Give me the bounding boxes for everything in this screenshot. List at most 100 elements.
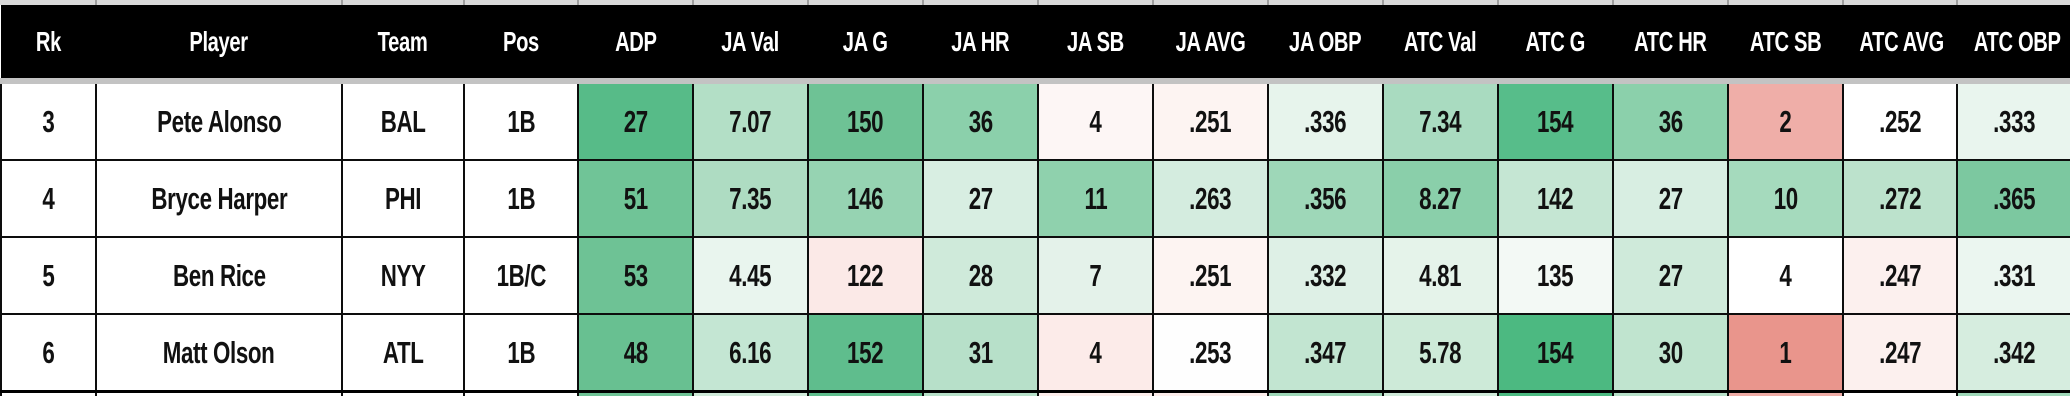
cell-atc-hr[interactable]: 36 <box>1612 80 1729 161</box>
cell-atc-g[interactable]: 135 <box>1497 236 1614 315</box>
cell-atc-obp[interactable]: .333 <box>1956 80 2070 161</box>
cell-pos[interactable]: 1B <box>463 80 579 161</box>
gridline-tick <box>463 0 465 5</box>
header-cell-ja-g[interactable]: JA G <box>808 5 923 84</box>
header-cell-pos[interactable]: Pos <box>464 5 578 84</box>
cell-ja-g[interactable]: 122 <box>807 236 924 315</box>
cell-ja-avg[interactable]: .263 <box>1152 159 1269 238</box>
cell-value: NYY <box>380 257 426 293</box>
cell-rk[interactable]: 6 <box>0 313 97 393</box>
cell-atc-g[interactable]: 154 <box>1497 80 1614 161</box>
cell-atc-obp[interactable]: .331 <box>1956 236 2070 315</box>
cell-ja-sb[interactable]: 4 <box>1037 80 1154 161</box>
cell-ja-sb[interactable]: 4 <box>1037 313 1154 393</box>
header-cell-rk[interactable]: Rk <box>1 5 96 84</box>
cell-value: 36 <box>1658 103 1683 139</box>
cell-atc-hr[interactable]: 27 <box>1612 159 1729 238</box>
cell-value: 142 <box>1537 180 1574 216</box>
cell-atc-g[interactable]: 142 <box>1497 159 1614 238</box>
cell-adp[interactable]: 27 <box>577 80 694 161</box>
cell-atc-hr[interactable]: 27 <box>1612 236 1729 315</box>
cell-atc-obp[interactable]: .365 <box>1956 159 2070 238</box>
header-label: Pos <box>503 25 539 57</box>
cell-pos[interactable]: 1B <box>463 313 579 393</box>
cell-ja-g[interactable]: 146 <box>807 159 924 238</box>
cell-adp[interactable]: 51 <box>577 159 694 238</box>
cell-ja-sb[interactable]: 7 <box>1037 236 1154 315</box>
cell-atc-avg[interactable]: .252 <box>1842 80 1958 161</box>
cell-adp[interactable]: 53 <box>577 236 694 315</box>
header-cell-atc-hr[interactable]: ATC HR <box>1613 5 1728 84</box>
cell-atc-sb[interactable]: 1 <box>1727 313 1844 393</box>
cell-ja-avg[interactable]: .251 <box>1152 236 1269 315</box>
header-cell-ja-hr[interactable]: JA HR <box>923 5 1038 84</box>
cell-atc-val[interactable]: 5.78 <box>1382 313 1499 393</box>
cell-rk[interactable]: 5 <box>0 236 97 315</box>
cell-ja-val[interactable]: 7.35 <box>692 159 809 238</box>
cell-ja-avg[interactable]: .251 <box>1152 80 1269 161</box>
header-cell-atc-g[interactable]: ATC G <box>1498 5 1613 84</box>
cell-ja-obp[interactable]: .336 <box>1267 80 1384 161</box>
cell-ja-obp[interactable]: .332 <box>1267 236 1384 315</box>
cell-value: Bryce Harper <box>151 180 287 216</box>
header-cell-ja-sb[interactable]: JA SB <box>1038 5 1153 84</box>
cell-atc-hr[interactable]: 30 <box>1612 313 1729 393</box>
header-cell-atc-avg[interactable]: ATC AVG <box>1843 5 1957 84</box>
cell-atc-obp[interactable]: .342 <box>1956 313 2070 393</box>
cell-value: .336 <box>1304 103 1347 139</box>
cell-ja-obp[interactable]: .356 <box>1267 159 1384 238</box>
cell-player[interactable]: Matt Olson <box>95 313 343 393</box>
cell-ja-obp[interactable]: .347 <box>1267 313 1384 393</box>
cell-player[interactable]: Ben Rice <box>95 236 343 315</box>
header-cell-team[interactable]: Team <box>342 5 464 84</box>
header-label: JA SB <box>1067 25 1124 57</box>
cell-ja-avg[interactable]: .253 <box>1152 313 1269 393</box>
cell-ja-sb[interactable]: 11 <box>1037 159 1154 238</box>
cell-ja-hr[interactable]: 36 <box>922 80 1039 161</box>
gridline-tick <box>1612 0 1614 5</box>
cell-atc-avg[interactable]: .247 <box>1842 313 1958 393</box>
cell-atc-val[interactable]: 4.81 <box>1382 236 1499 315</box>
peek-cell <box>1267 390 1384 396</box>
header-cell-atc-sb[interactable]: ATC SB <box>1728 5 1843 84</box>
cell-ja-val[interactable]: 6.16 <box>692 313 809 393</box>
cell-ja-val[interactable]: 4.45 <box>692 236 809 315</box>
cell-team[interactable]: PHI <box>341 159 465 238</box>
cell-value: PHI <box>384 180 422 216</box>
cell-team[interactable]: BAL <box>341 80 465 161</box>
cell-rk[interactable]: 4 <box>0 159 97 238</box>
cell-player[interactable]: Bryce Harper <box>95 159 343 238</box>
cell-team[interactable]: NYY <box>341 236 465 315</box>
cell-pos[interactable]: 1B/C <box>463 236 579 315</box>
cell-ja-g[interactable]: 152 <box>807 313 924 393</box>
cell-rk[interactable]: 3 <box>0 80 97 161</box>
cell-atc-val[interactable]: 8.27 <box>1382 159 1499 238</box>
header-cell-ja-obp[interactable]: JA OBP <box>1268 5 1383 84</box>
cell-team[interactable]: ATL <box>341 313 465 393</box>
cell-atc-avg[interactable]: .272 <box>1842 159 1958 238</box>
cell-ja-hr[interactable]: 27 <box>922 159 1039 238</box>
cell-pos[interactable]: 1B <box>463 159 579 238</box>
header-label: JA OBP <box>1289 25 1362 57</box>
cell-ja-g[interactable]: 150 <box>807 80 924 161</box>
cell-atc-sb[interactable]: 4 <box>1727 236 1844 315</box>
cell-ja-val[interactable]: 7.07 <box>692 80 809 161</box>
cell-atc-g[interactable]: 154 <box>1497 313 1614 393</box>
header-cell-player[interactable]: Player <box>96 5 342 84</box>
cell-player[interactable]: Pete Alonso <box>95 80 343 161</box>
header-cell-ja-val[interactable]: JA Val <box>693 5 808 84</box>
header-cell-ja-avg[interactable]: JA AVG <box>1153 5 1268 84</box>
cell-atc-avg[interactable]: .247 <box>1842 236 1958 315</box>
header-cell-adp[interactable]: ADP <box>578 5 693 84</box>
cell-value: 1B <box>507 334 535 370</box>
cell-atc-val[interactable]: 7.34 <box>1382 80 1499 161</box>
cell-ja-hr[interactable]: 28 <box>922 236 1039 315</box>
cell-value: .252 <box>1878 103 1922 139</box>
header-cell-atc-val[interactable]: ATC Val <box>1383 5 1498 84</box>
cell-atc-sb[interactable]: 10 <box>1727 159 1844 238</box>
header-cell-atc-obp[interactable]: ATC OBP <box>1957 5 2070 84</box>
cell-atc-sb[interactable]: 2 <box>1727 80 1844 161</box>
cell-ja-hr[interactable]: 31 <box>922 313 1039 393</box>
cell-value: 8.27 <box>1419 180 1462 216</box>
cell-adp[interactable]: 48 <box>577 313 694 393</box>
